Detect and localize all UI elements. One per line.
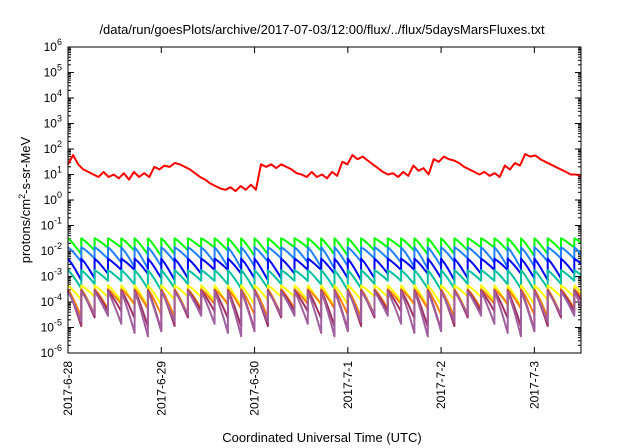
x-ticks: 2017-6-28 2017-6-29 2017-6-30 2017-7-1 2017-… [61,47,541,416]
y-tick-base: 10 [41,219,55,233]
plot-frame [67,46,582,354]
y-tick-exponent: 1 [57,165,62,175]
y-tick-label: 102 [44,139,62,156]
y-tick-label: 10-2 [41,241,62,258]
y-tick-base: 10 [41,244,55,258]
y-axis-label-base: protons/cm [18,199,33,263]
y-tick-label: 10-6 [41,343,62,360]
y-tick-exponent: 4 [57,88,62,98]
y-tick-exponent: -6 [54,343,62,353]
y-tick-exponent: 3 [57,114,62,124]
y-tick-exponent: -3 [54,267,62,277]
y-tick-exponent: -2 [54,241,62,251]
y-axis-label-sup: 2 [17,194,27,199]
y-tick-exponent: 6 [57,37,62,47]
y-tick-base: 10 [44,91,58,105]
y-tick-label: 106 [44,37,62,54]
series-layer [67,153,582,338]
series-line-2 [67,237,582,258]
y-tick-base: 10 [41,295,55,309]
y-tick-base: 10 [44,66,58,80]
y-tick-exponent: 2 [57,139,62,149]
x-tick-label: 2017-7-3 [527,361,541,409]
x-tick-label: 2017-6-30 [248,361,262,416]
y-tick-label: 10-4 [41,292,62,309]
y-tick-base: 10 [44,142,58,156]
series-line-5 [67,269,582,292]
y-tick-label: 105 [44,63,62,80]
y-tick-base: 10 [41,321,55,335]
chart-title: /data/run/goesPlots/archive/2017-07-03/1… [99,22,545,37]
y-tick-label: 10-3 [41,267,62,284]
series-line-9 [67,290,582,338]
y-tick-label: 10-1 [41,216,62,233]
y-tick-base: 10 [41,270,55,284]
y-axis-label: protons/cm2-s-sr-MeV [17,136,33,263]
y-tick-base: 10 [44,40,58,54]
x-tick-label: 2017-6-29 [154,361,168,416]
x-tick-label: 2017-7-1 [341,361,355,409]
y-tick-label: 104 [44,88,62,105]
series-line-1 [67,153,582,193]
y-tick-label: 10-5 [41,318,62,335]
y-tick-base: 10 [41,346,55,360]
y-tick-base: 10 [44,193,58,207]
series-line-3 [67,246,582,270]
y-tick-exponent: 5 [57,63,62,73]
series-line-7 [67,288,582,319]
y-tick-exponent: -4 [54,292,62,302]
y-tick-label: 100 [44,190,62,207]
series-line-6 [67,284,582,309]
y-tick-exponent: -1 [54,216,62,226]
y-tick-base: 10 [44,168,58,182]
y-tick-label: 103 [44,114,62,131]
x-axis-label: Coordinated Universal Time (UTC) [222,430,421,445]
y-tick-exponent: -5 [54,318,62,328]
x-tick-label: 2017-7-2 [434,361,448,409]
y-tick-exponent: 0 [57,190,62,200]
y-ticks: 10-610-510-410-310-210-11001011021031041… [41,37,581,360]
y-tick-base: 10 [44,117,58,131]
series-line-4 [67,257,582,282]
x-tick-label: 2017-6-28 [61,361,75,416]
y-axis-label-rest: -s-sr-MeV [18,136,33,193]
y-tick-label: 101 [44,165,62,182]
